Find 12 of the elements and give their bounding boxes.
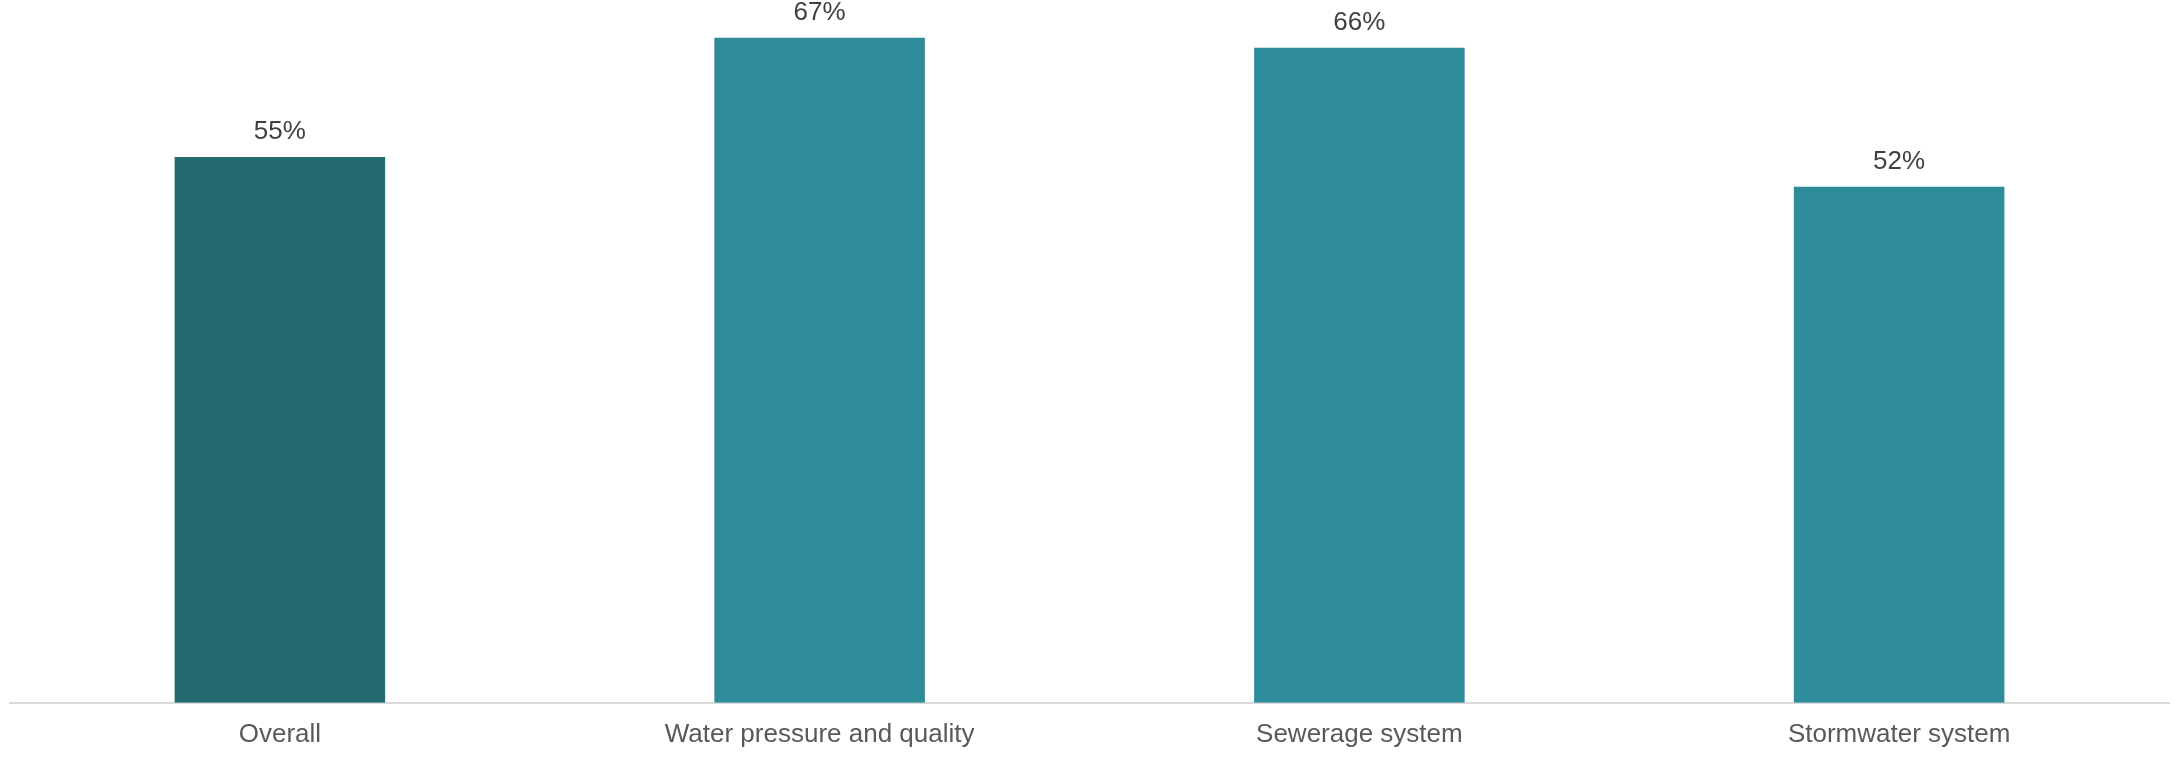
x-tick-label: Stormwater system (1787, 717, 2011, 748)
bar (1793, 186, 2005, 703)
data-label: 66% (1333, 5, 1386, 36)
bar (714, 37, 925, 703)
data-label: 52% (1873, 144, 1926, 175)
bar (1254, 47, 1465, 703)
x-tick-label: Water pressure and quality (664, 717, 975, 748)
x-tick-label: Sewerage system (1256, 717, 1463, 748)
x-tick-label: Overall (238, 717, 322, 748)
data-label: 55% (253, 115, 306, 146)
bar (174, 156, 386, 703)
data-label: 67% (793, 0, 846, 26)
